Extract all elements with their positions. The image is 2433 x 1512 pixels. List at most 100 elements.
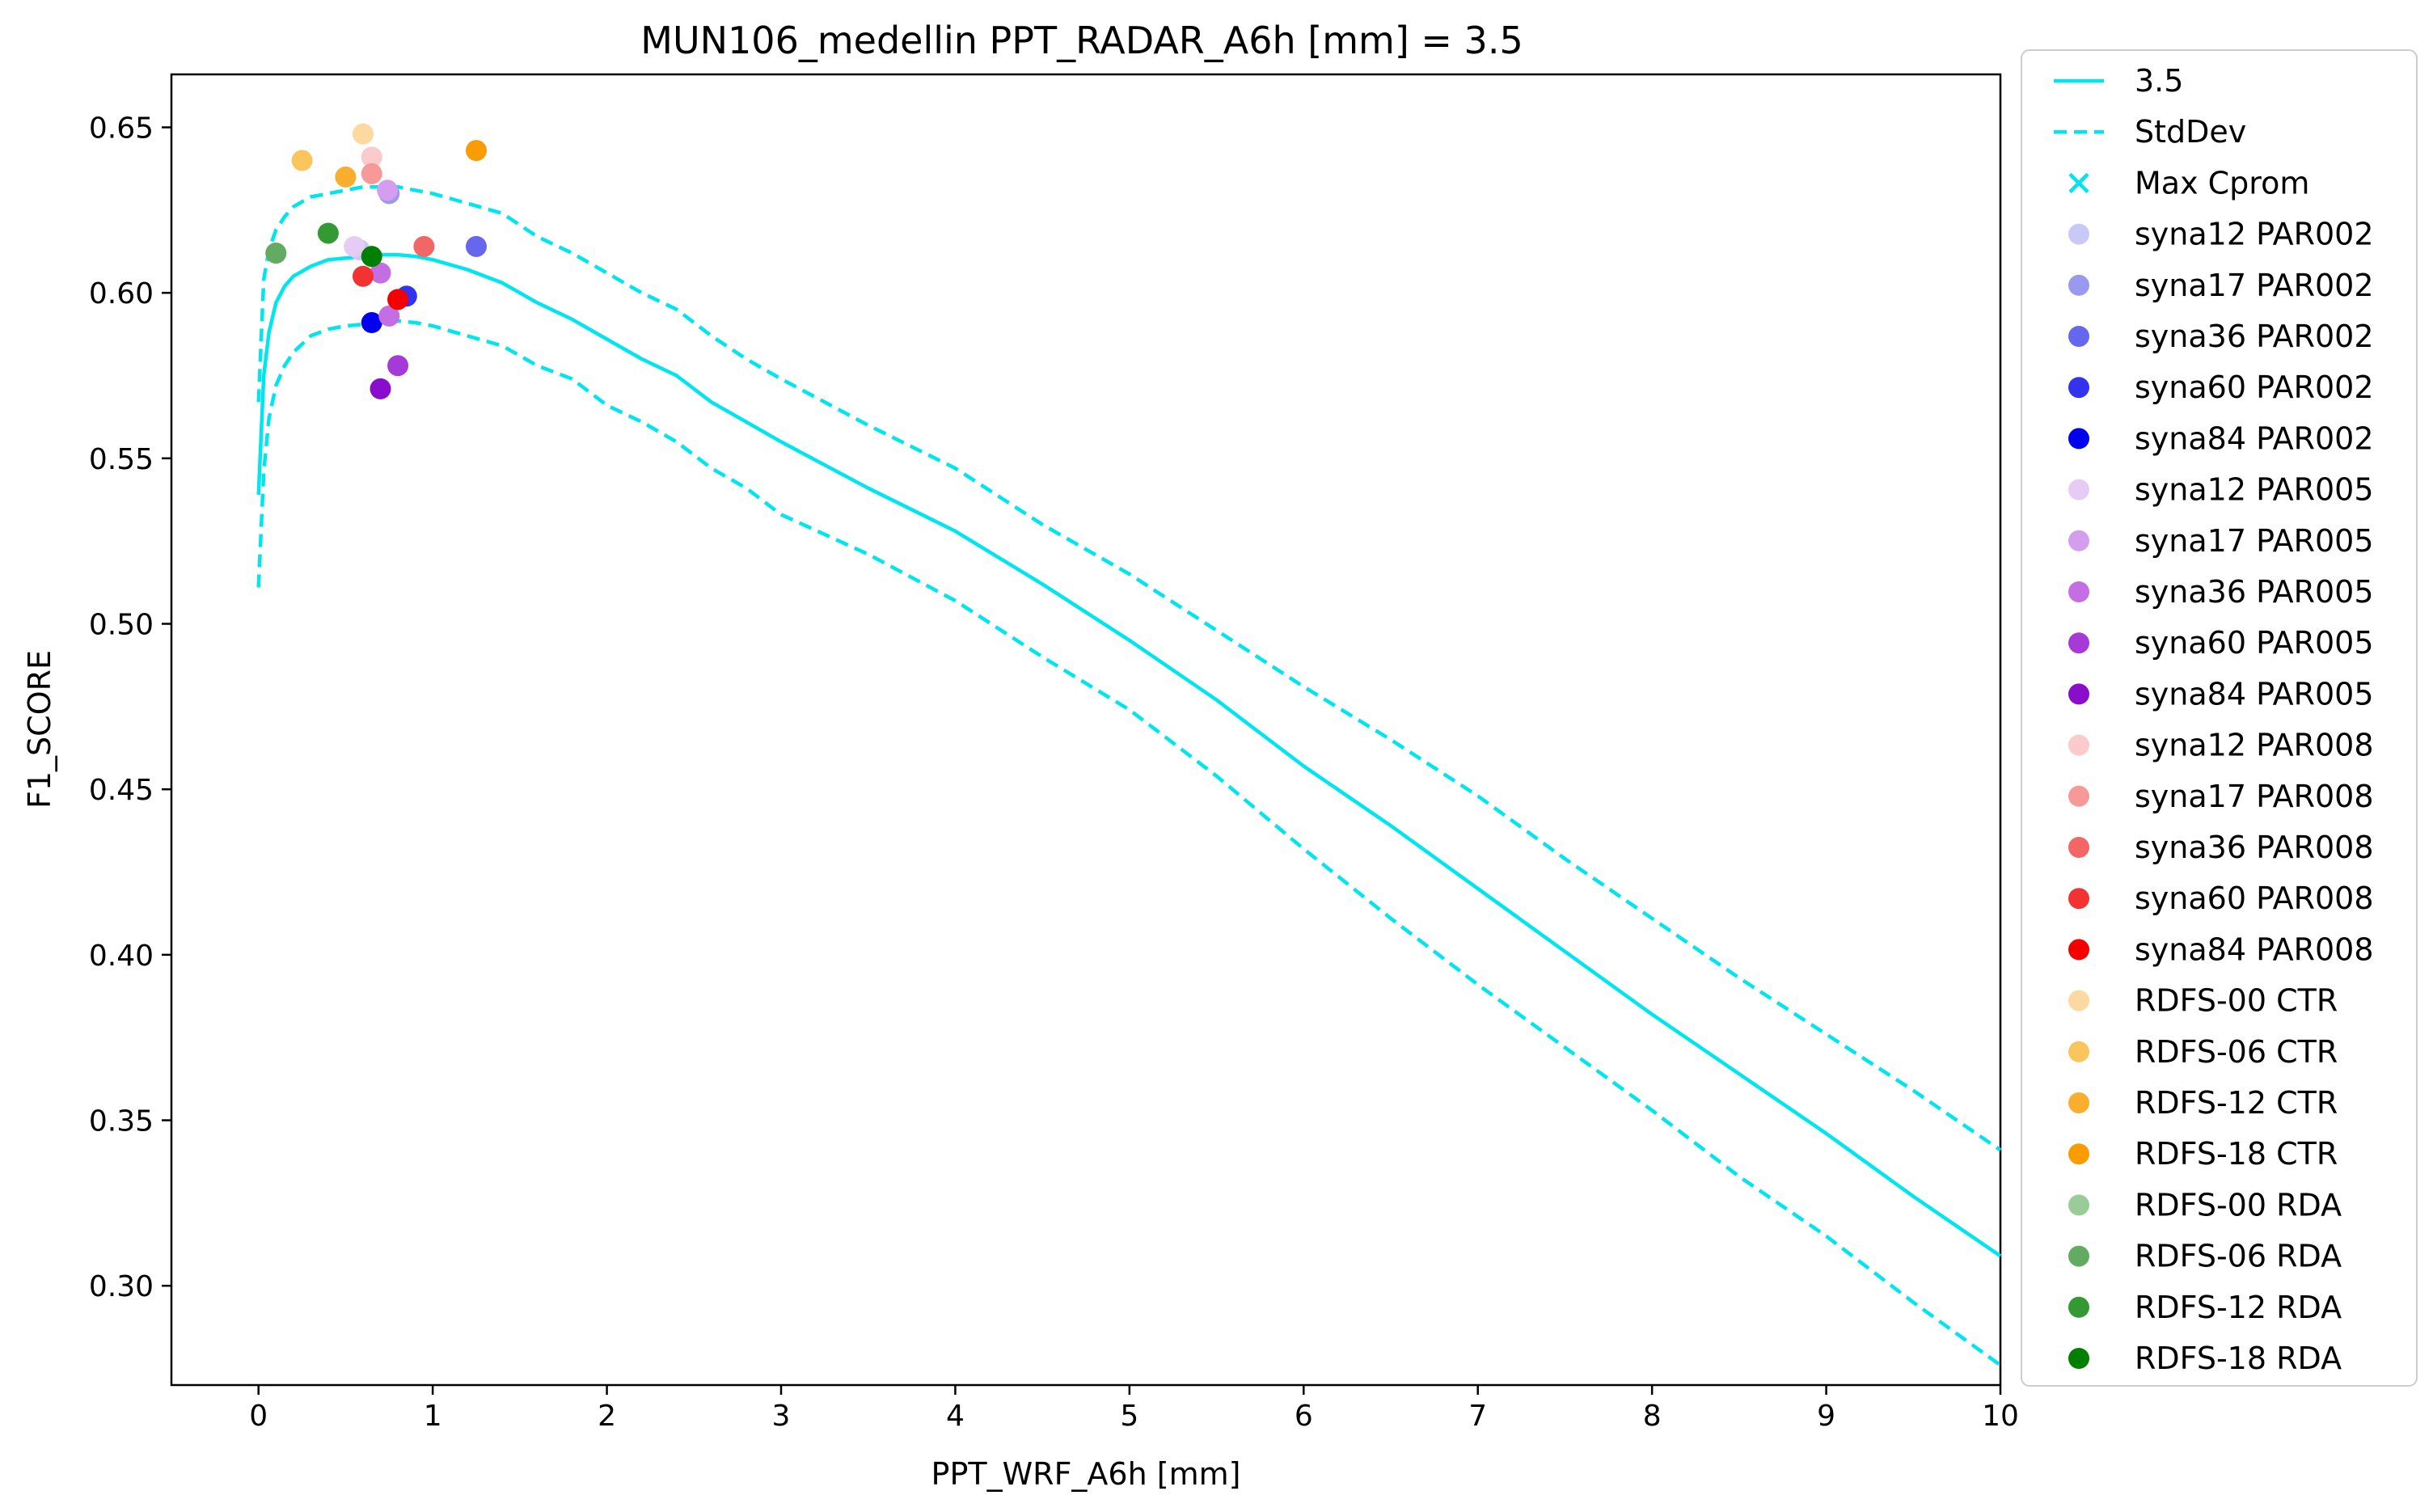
point-syna84-par008 bbox=[387, 289, 409, 310]
legend-marker-rdfs-00-rda bbox=[2068, 1194, 2089, 1216]
legend: 3.5 StdDev Max Cprom syna12 PAR002 syna17 PA… bbox=[2021, 49, 2418, 1387]
x-tick-label: 9 bbox=[1817, 1400, 1835, 1433]
point-syna84-par005 bbox=[370, 378, 391, 399]
legend-label-syna84-par002: syna84 PAR002 bbox=[2135, 420, 2374, 456]
y-tick-label: 0.65 bbox=[89, 112, 154, 145]
legend-marker-rdfs-18-rda bbox=[2068, 1348, 2089, 1369]
legend-marker-rdfs-06-rda bbox=[2068, 1245, 2089, 1267]
point-syna17-par005 bbox=[377, 179, 399, 201]
x-axis-label: PPT_WRF_A6h [mm] bbox=[931, 1456, 1241, 1492]
point-rdfs-18-ctr bbox=[466, 140, 487, 162]
legend-frame bbox=[2021, 49, 2418, 1387]
chart-title: MUN106_medellin PPT_RADAR_A6h [mm] = 3.5 bbox=[640, 19, 1523, 62]
legend-label-rdfs-00-ctr: RDFS-00 CTR bbox=[2135, 983, 2338, 1019]
series-layer bbox=[256, 184, 2002, 1367]
legend-label-rdfs-18-rda: RDFS-18 RDA bbox=[2135, 1341, 2342, 1376]
series-line-stddev-lower bbox=[256, 319, 2002, 1367]
legend-label-rdfs-06-ctr: RDFS-06 CTR bbox=[2135, 1034, 2338, 1070]
series-line-3-5 bbox=[256, 252, 2002, 1258]
point-syna60-par008 bbox=[352, 265, 374, 287]
legend-label-stddev: StdDev bbox=[2135, 114, 2246, 150]
point-rdfs-06-rda bbox=[265, 243, 287, 264]
legend-marker-syna12-par002 bbox=[2068, 223, 2089, 245]
legend-marker-rdfs-12-rda bbox=[2068, 1296, 2089, 1318]
x-tick-label: 0 bbox=[249, 1400, 268, 1433]
points-layer bbox=[265, 123, 487, 399]
legend-label-rdfs-18-ctr: RDFS-18 CTR bbox=[2135, 1136, 2338, 1172]
legend-label-syna36-par005: syna36 PAR005 bbox=[2135, 574, 2374, 610]
y-axis-label: F1_SCORE bbox=[22, 650, 57, 809]
series-line-stddev bbox=[256, 184, 2002, 1152]
legend-label-syna36-par002: syna36 PAR002 bbox=[2135, 319, 2374, 354]
legend-label-syna60-par002: syna60 PAR002 bbox=[2135, 370, 2374, 405]
x-tick-label: 6 bbox=[1295, 1400, 1313, 1433]
legend-marker-syna60-par002 bbox=[2068, 377, 2089, 399]
legend-marker-syna84-par005 bbox=[2068, 683, 2089, 705]
legend-marker-rdfs-06-ctr bbox=[2068, 1041, 2089, 1062]
legend-marker-x-stroke bbox=[2068, 172, 2089, 193]
legend-label-rdfs-12-ctr: RDFS-12 CTR bbox=[2135, 1085, 2338, 1121]
plot-frame bbox=[170, 73, 2002, 1387]
legend-marker-syna17-par008 bbox=[2068, 785, 2089, 807]
point-rdfs-12-ctr bbox=[335, 166, 357, 188]
x-tick-label: 4 bbox=[946, 1400, 965, 1433]
y-tick-label: 0.45 bbox=[89, 774, 154, 807]
x-tick-label: 8 bbox=[1643, 1400, 1662, 1433]
point-rdfs-06-ctr bbox=[291, 150, 313, 171]
legend-marker-max-cprom bbox=[2068, 172, 2089, 193]
legend-marker-rdfs-18-ctr bbox=[2068, 1143, 2089, 1165]
plot-area bbox=[170, 73, 2002, 1387]
legend-marker-syna12-par005 bbox=[2068, 479, 2089, 500]
y-tick-label: 0.35 bbox=[89, 1105, 154, 1138]
point-syna12-par008 bbox=[361, 146, 382, 168]
legend-marker-syna12-par008 bbox=[2068, 734, 2089, 756]
point-rdfs-00-ctr bbox=[352, 123, 374, 145]
y-tick-label: 0.40 bbox=[89, 940, 154, 973]
point-syna17-par008 bbox=[361, 163, 382, 184]
y-tick-label: 0.55 bbox=[89, 443, 154, 476]
legend-label-syna84-par008: syna84 PAR008 bbox=[2135, 931, 2374, 967]
x-tick-label: 2 bbox=[598, 1400, 616, 1433]
legend-marker-syna36-par005 bbox=[2068, 581, 2089, 602]
legend-label-rdfs-12-rda: RDFS-12 RDA bbox=[2135, 1290, 2342, 1325]
legend-label-syna12-par005: syna12 PAR005 bbox=[2135, 472, 2374, 508]
legend-label-rdfs-00-rda: RDFS-00 RDA bbox=[2135, 1187, 2342, 1223]
legend-label-syna17-par008: syna17 PAR008 bbox=[2135, 779, 2374, 814]
point-rdfs-18-rda bbox=[361, 246, 382, 268]
x-axis: 0 1 2 3 4 5 6 7 8 9 10 bbox=[249, 1385, 2019, 1433]
x-tick-label: 5 bbox=[1120, 1400, 1138, 1433]
x-tick-label: 7 bbox=[1468, 1400, 1487, 1433]
point-syna84-par002 bbox=[361, 312, 382, 334]
legend-label-syna36-par008: syna36 PAR008 bbox=[2135, 830, 2374, 865]
legend-items: 3.5 StdDev Max Cprom syna12 PAR002 syna17 PA… bbox=[2054, 63, 2374, 1376]
x-tick-label: 10 bbox=[1982, 1400, 2019, 1433]
legend-label-syna12-par008: syna12 PAR008 bbox=[2135, 728, 2374, 763]
legend-marker-rdfs-12-ctr bbox=[2068, 1092, 2089, 1113]
point-syna12-par005 bbox=[344, 235, 365, 257]
legend-marker-syna17-par005 bbox=[2068, 530, 2089, 551]
point-rdfs-12-rda bbox=[317, 222, 339, 244]
point-syna60-par005 bbox=[387, 355, 409, 377]
legend-marker-syna84-par008 bbox=[2068, 939, 2089, 961]
point-syna36-par008 bbox=[413, 235, 435, 257]
legend-label-syna84-par005: syna84 PAR005 bbox=[2135, 676, 2374, 712]
legend-marker-syna60-par005 bbox=[2068, 632, 2089, 654]
y-axis: 0.30 0.35 0.40 0.45 0.50 0.55 0.60 0.65 bbox=[89, 112, 171, 1303]
y-tick-label: 0.60 bbox=[89, 277, 154, 310]
legend-label-syna60-par008: syna60 PAR008 bbox=[2135, 881, 2374, 916]
legend-marker-syna36-par008 bbox=[2068, 837, 2089, 858]
legend-label-rdfs-06-rda: RDFS-06 RDA bbox=[2135, 1239, 2342, 1274]
y-tick-label: 0.50 bbox=[89, 609, 154, 642]
legend-label-syna17-par005: syna17 PAR005 bbox=[2135, 523, 2374, 559]
legend-marker-rdfs-00-ctr bbox=[2068, 990, 2089, 1012]
legend-marker-syna84-par002 bbox=[2068, 428, 2089, 450]
legend-label-3-5: 3.5 bbox=[2135, 63, 2183, 99]
point-syna36-par005 bbox=[378, 305, 400, 327]
y-tick-label: 0.30 bbox=[89, 1270, 154, 1303]
point-syna36-par005 bbox=[370, 262, 391, 284]
legend-marker-syna17-par002 bbox=[2068, 274, 2089, 296]
legend-marker-syna60-par008 bbox=[2068, 888, 2089, 910]
legend-label-syna60-par005: syna60 PAR005 bbox=[2135, 625, 2374, 661]
legend-marker-syna36-par002 bbox=[2068, 326, 2089, 347]
